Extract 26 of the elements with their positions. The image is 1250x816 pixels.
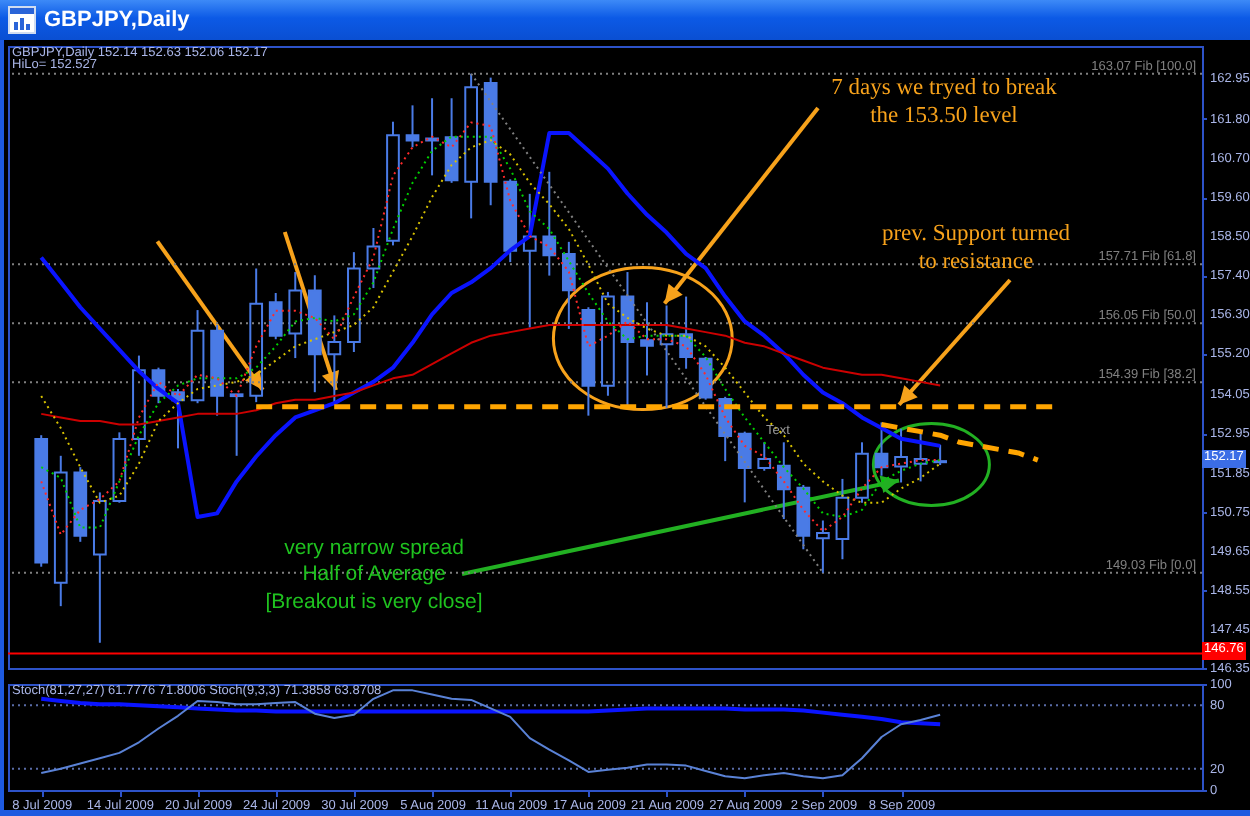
candlestick bbox=[894, 427, 908, 484]
chart-title: GBPJPY,Daily bbox=[44, 8, 190, 32]
candlestick bbox=[816, 519, 830, 574]
candlestick bbox=[288, 271, 303, 360]
line-series bbox=[879, 422, 1041, 463]
candlestick bbox=[366, 226, 381, 290]
annotation: prev. Support turned to resistance bbox=[881, 222, 1071, 273]
candlestick bbox=[210, 324, 224, 417]
candlestick bbox=[522, 192, 537, 329]
candlestick bbox=[835, 477, 850, 561]
candlestick bbox=[679, 295, 693, 370]
candlestick bbox=[92, 491, 107, 644]
annotation: very narrow spread Half of Average [Breakout is very close] bbox=[263, 536, 485, 617]
annotation: 7 days we tryed to break the 153.50 level bbox=[829, 74, 1059, 130]
candlestick bbox=[229, 393, 244, 457]
candlestick bbox=[659, 304, 674, 409]
candlestick bbox=[542, 170, 557, 277]
candlestick bbox=[327, 314, 342, 404]
candlestick bbox=[561, 240, 576, 330]
candlestick bbox=[640, 301, 654, 377]
candlestick bbox=[53, 454, 68, 608]
candlestick bbox=[425, 97, 439, 177]
candlestick bbox=[776, 441, 791, 521]
line-series bbox=[39, 696, 943, 727]
candlestick bbox=[347, 251, 361, 354]
candlestick bbox=[307, 274, 322, 394]
